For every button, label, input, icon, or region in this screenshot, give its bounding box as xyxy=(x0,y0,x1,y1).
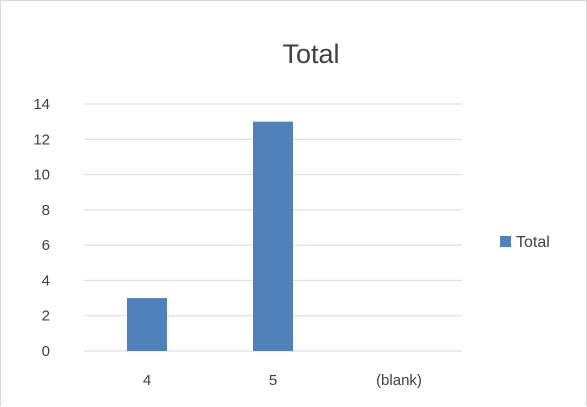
legend: Total xyxy=(500,234,550,251)
y-tick-label: 2 xyxy=(42,308,50,325)
x-axis-ticks: 4 5 (blank) xyxy=(143,372,422,389)
x-tick-label: 5 xyxy=(269,372,277,389)
y-tick-label: 4 xyxy=(42,272,50,289)
x-tick-label: (blank) xyxy=(376,372,422,389)
y-tick-label: 10 xyxy=(33,167,50,184)
y-axis-ticks: 0 2 4 6 8 10 12 14 xyxy=(33,96,50,360)
x-tick-label: 4 xyxy=(143,372,151,389)
bar xyxy=(253,121,293,352)
legend-swatch xyxy=(500,236,511,247)
bar xyxy=(127,298,167,351)
y-tick-label: 6 xyxy=(42,237,50,254)
y-tick-label: 0 xyxy=(42,343,50,360)
y-tick-label: 12 xyxy=(33,131,50,148)
legend-label: Total xyxy=(516,234,550,251)
y-tick-label: 8 xyxy=(42,202,50,219)
y-tick-label: 14 xyxy=(33,96,50,113)
bars xyxy=(127,121,293,352)
chart-title: Total xyxy=(282,39,339,69)
